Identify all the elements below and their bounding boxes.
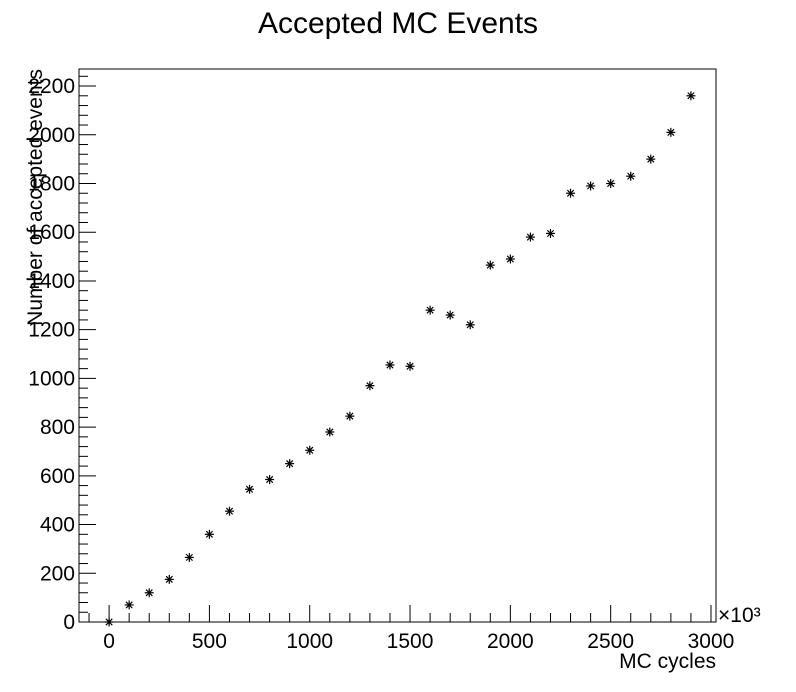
plot-frame bbox=[78, 68, 717, 623]
x-tick-label: 1000 bbox=[286, 630, 333, 653]
y-tick-label: 1600 bbox=[28, 221, 75, 244]
x-tick-label: 3000 bbox=[688, 630, 735, 653]
y-tick-label: 200 bbox=[40, 562, 75, 585]
data-point bbox=[525, 232, 535, 242]
data-point bbox=[224, 506, 234, 516]
data-point bbox=[345, 411, 355, 421]
x-axis-label: MC cycles bbox=[619, 650, 716, 673]
data-point bbox=[325, 427, 335, 437]
data-point bbox=[305, 445, 315, 455]
data-point bbox=[204, 529, 214, 539]
data-point bbox=[465, 320, 475, 330]
data-point bbox=[265, 474, 275, 484]
data-point bbox=[445, 310, 455, 320]
data-point bbox=[124, 600, 134, 610]
y-tick-label: 2200 bbox=[28, 75, 75, 98]
data-markers bbox=[104, 91, 696, 627]
data-point bbox=[104, 617, 114, 627]
chart-title: Accepted MC Events bbox=[258, 7, 538, 40]
data-point bbox=[686, 91, 696, 101]
data-point bbox=[405, 361, 415, 371]
y-tick-label: 800 bbox=[40, 416, 75, 439]
data-point bbox=[285, 459, 295, 469]
x-tick-label: 0 bbox=[103, 630, 115, 653]
y-tick-label: 400 bbox=[40, 514, 75, 537]
data-point bbox=[666, 127, 676, 137]
y-tick-label: 1200 bbox=[28, 319, 75, 342]
y-tick-label: 1400 bbox=[28, 270, 75, 293]
data-point bbox=[144, 588, 154, 598]
plot-area bbox=[78, 68, 717, 623]
data-point bbox=[606, 178, 616, 188]
y-tick-label: 1000 bbox=[28, 367, 75, 390]
x-tick-label: 1500 bbox=[387, 630, 434, 653]
x-tick-label: 2000 bbox=[487, 630, 534, 653]
x-tick-label: 500 bbox=[192, 630, 227, 653]
y-axis: 0 200 400 600 800 1000 1200 1400 1600 1800 2000 220… bbox=[28, 75, 96, 634]
x-axis: 0 500 1000 1500 2000 2500 3000 bbox=[88, 605, 735, 653]
data-point bbox=[164, 574, 174, 584]
y-tick-label: 600 bbox=[40, 465, 75, 488]
data-point bbox=[626, 171, 636, 181]
y-axis-label: Number of accepted events bbox=[24, 69, 47, 326]
y-tick-label: 2000 bbox=[28, 124, 75, 147]
data-point bbox=[365, 381, 375, 391]
y-tick-label: 1800 bbox=[28, 172, 75, 195]
data-point bbox=[646, 154, 656, 164]
data-point bbox=[485, 260, 495, 270]
y-tick-label: 0 bbox=[63, 611, 75, 634]
data-point bbox=[586, 181, 596, 191]
data-point bbox=[184, 552, 194, 562]
data-point bbox=[425, 305, 435, 315]
data-point bbox=[545, 228, 555, 238]
data-point bbox=[245, 484, 255, 494]
x-tick-label: 2500 bbox=[587, 630, 634, 653]
data-point bbox=[385, 360, 395, 370]
data-point bbox=[566, 188, 576, 198]
x-multiplier-label: ×10³ bbox=[718, 604, 761, 627]
data-point bbox=[505, 254, 515, 264]
